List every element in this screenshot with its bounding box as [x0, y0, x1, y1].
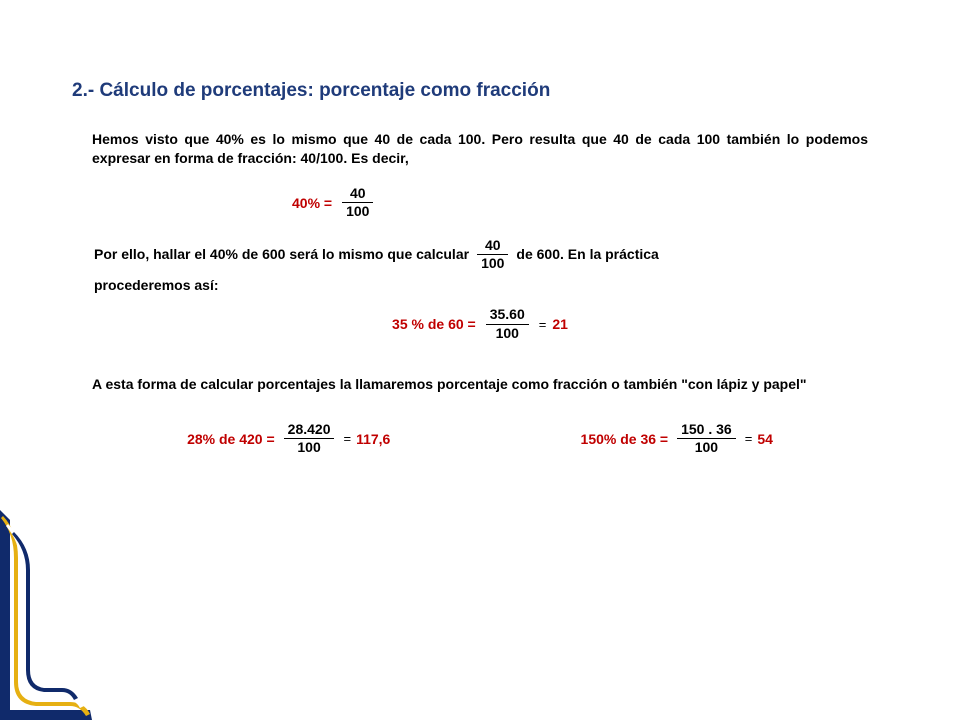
eq1-lhs: 40% = — [292, 195, 332, 211]
slide-title: 2.- Cálculo de porcentajes: porcentaje c… — [72, 80, 888, 102]
eq2-fraction: 35.60 100 — [486, 307, 529, 341]
ex2-lhs: 150% de 36 = — [581, 431, 669, 447]
corner-decoration — [0, 510, 92, 720]
ex1-result: 117,6 — [356, 431, 390, 447]
equals-icon: = — [745, 431, 753, 446]
ex2-result: 54 — [757, 431, 773, 447]
paragraph-3: A esta forma de calcular porcentajes la … — [92, 375, 868, 394]
slide-content: 2.- Cálculo de porcentajes: porcentaje c… — [0, 0, 960, 476]
example-2: 150% de 36 = 150 . 36 100 = 54 — [581, 422, 773, 456]
paragraph-2a: Por ello, hallar el 40% de 600 será lo m… — [94, 238, 868, 272]
ex2-fraction: 150 . 36 100 — [677, 422, 736, 456]
examples-row: 28% de 420 = 28.420 100 = 117,6 150% de … — [112, 422, 848, 456]
paragraph-2b: procederemos así: — [94, 277, 868, 293]
equals-icon: = — [539, 317, 547, 332]
eq2-lhs: 35 % de 60 = — [392, 316, 476, 332]
para2-fraction: 40 100 — [477, 238, 508, 272]
ex1-lhs: 28% de 420 = — [187, 431, 275, 447]
example-1: 28% de 420 = 28.420 100 = 117,6 — [187, 422, 390, 456]
equation-2: 35 % de 60 = 35.60 100 = 21 — [72, 307, 888, 341]
paragraph-1: Hemos visto que 40% es lo mismo que 40 d… — [92, 130, 868, 168]
equation-1: 40% = 40 100 — [292, 186, 888, 220]
equals-icon: = — [343, 431, 351, 446]
eq1-fraction: 40 100 — [342, 186, 373, 220]
eq2-result: 21 — [552, 316, 568, 332]
ex1-fraction: 28.420 100 — [284, 422, 335, 456]
